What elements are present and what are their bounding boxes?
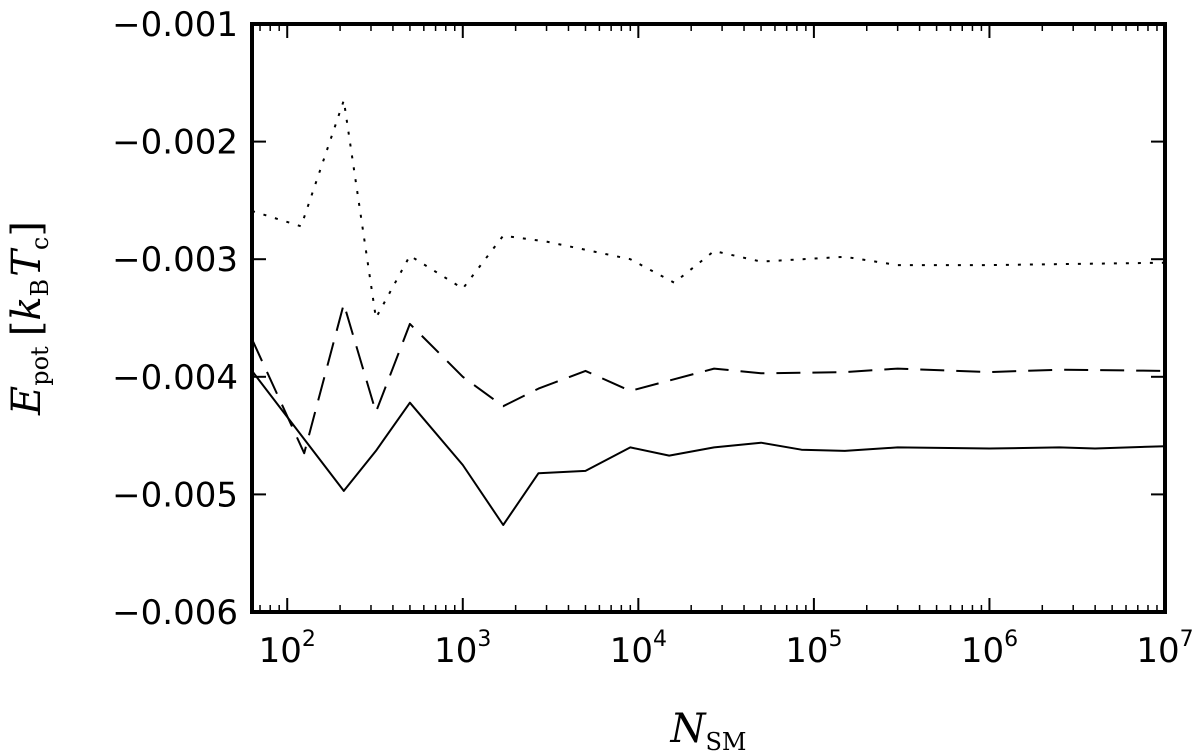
x-axis-title: NSM <box>669 706 746 755</box>
plot-area <box>252 99 1165 526</box>
x-tick-label: 103 <box>434 627 491 671</box>
y-tick-label: −0.004 <box>112 358 238 398</box>
x-axis: 102 103 104 105 106 107 <box>259 24 1194 671</box>
series-line-dashed <box>252 302 1165 455</box>
x-tick-label: 105 <box>785 627 842 671</box>
x-tick-label: 104 <box>610 627 667 671</box>
x-tick-label: 106 <box>961 627 1018 671</box>
y-tick-label: −0.005 <box>112 475 238 515</box>
series-line-solid <box>252 370 1165 526</box>
x-tick-label: 102 <box>259 627 316 671</box>
y-tick-label: −0.006 <box>112 593 238 633</box>
plot-frame <box>250 22 1167 614</box>
y-axis-title: Epot[kBTc] <box>4 221 54 416</box>
y-tick-label: −0.001 <box>112 5 238 45</box>
series-line-dotted <box>252 99 1165 319</box>
y-tick-label: −0.002 <box>112 123 238 163</box>
y-axis: −0.001 −0.002 −0.003 −0.004 −0.005 −0.006 <box>112 5 1165 633</box>
x-tick-label: 107 <box>1136 627 1193 671</box>
y-tick-label: −0.003 <box>112 240 238 280</box>
